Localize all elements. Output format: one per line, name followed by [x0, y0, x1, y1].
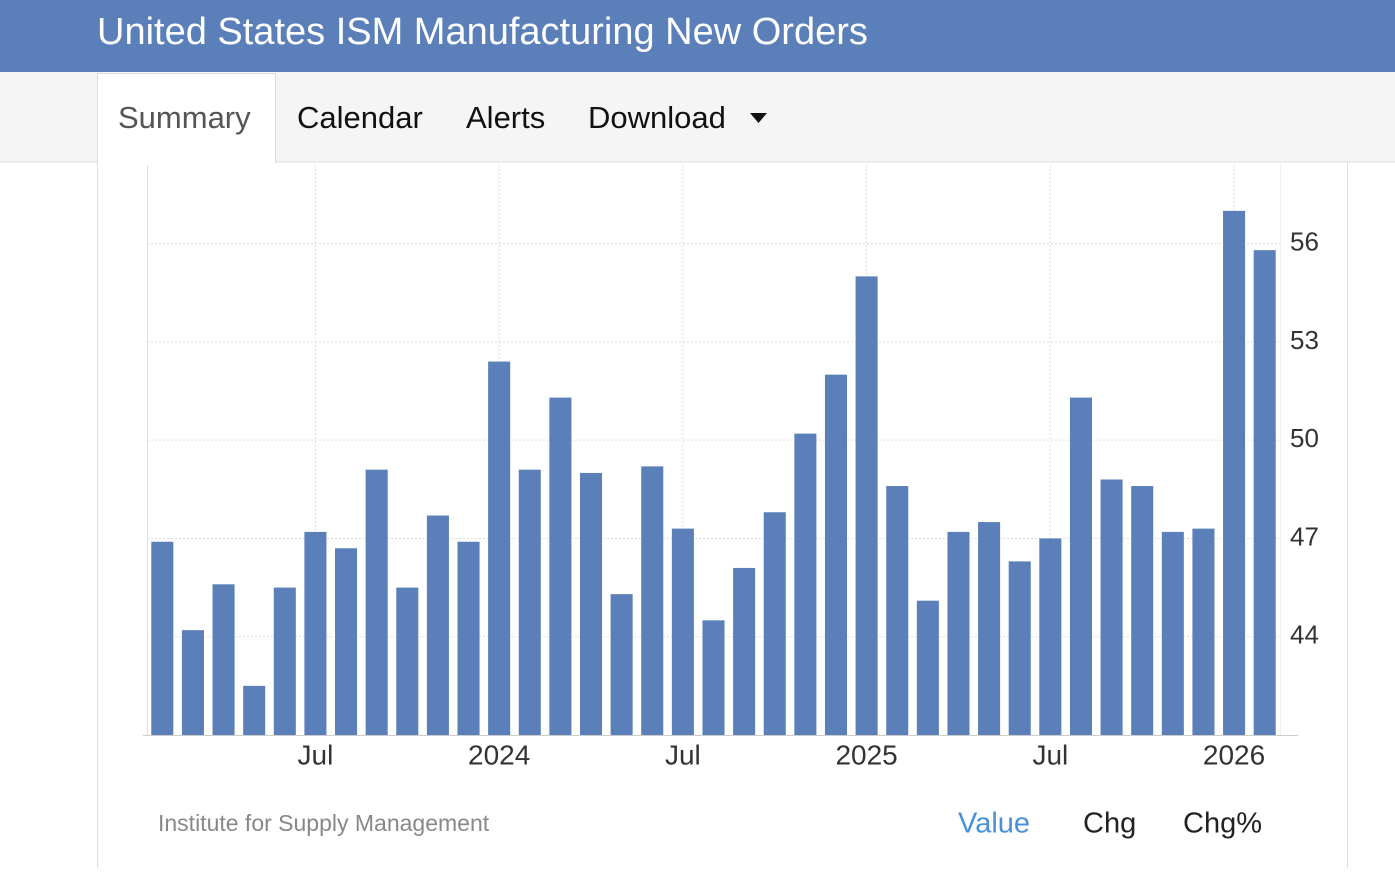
x-tick-label: 2024 [468, 739, 530, 770]
tab[interactable]: Download [588, 100, 726, 135]
bar [549, 397, 572, 735]
bar [181, 630, 204, 735]
bar [488, 361, 511, 735]
bar [1161, 531, 1184, 735]
dropdown-caret [750, 113, 767, 123]
bar [518, 469, 541, 735]
chart: 44 47 50 53 56 Jul 2024 Jul 2025 Jul 2026 [143, 165, 1319, 770]
bar [1131, 486, 1154, 735]
bar [978, 522, 1001, 735]
header-bar [0, 0, 1395, 72]
toggle-button[interactable]: Value [958, 808, 1030, 840]
bar [1253, 250, 1276, 735]
bar [304, 531, 327, 735]
bar [610, 594, 633, 735]
bar [1100, 479, 1123, 735]
x-tick-label: 2025 [835, 739, 897, 770]
bar [763, 512, 786, 735]
y-tick-label: 53 [1290, 325, 1319, 355]
bar [365, 469, 388, 735]
bar [1039, 538, 1062, 735]
bar [151, 541, 174, 735]
bar [579, 472, 603, 735]
toggle-button[interactable]: Chg [1083, 808, 1136, 840]
tab[interactable]: Alerts [466, 100, 545, 135]
x-tick-label: Jul [1032, 739, 1068, 770]
x-tick-label: 2026 [1203, 739, 1265, 770]
bar [212, 584, 235, 735]
bar [947, 531, 970, 735]
bar [702, 620, 725, 735]
bar [1069, 397, 1092, 735]
bar [824, 374, 848, 735]
x-tick-label: Jul [298, 739, 334, 770]
bar [671, 528, 694, 735]
toggle-button[interactable]: Chg% [1183, 808, 1262, 840]
bar [733, 567, 756, 735]
bar [457, 541, 480, 735]
tab[interactable]: Summary [118, 100, 251, 135]
y-tick-label: 56 [1290, 226, 1319, 256]
bar [886, 486, 909, 735]
bar [916, 600, 939, 735]
tab[interactable]: Calendar [297, 100, 423, 135]
bar [1008, 561, 1031, 735]
bar [641, 466, 664, 735]
page-title: United States ISM Manufacturing New Orde… [97, 11, 868, 53]
bar [396, 587, 419, 735]
bar [855, 276, 878, 735]
bar [273, 587, 296, 735]
bar [335, 548, 358, 735]
bar [1192, 528, 1215, 735]
bar [243, 685, 266, 735]
y-tick-label: 47 [1290, 521, 1319, 551]
y-tick-label: 44 [1290, 620, 1319, 650]
x-tick-label: Jul [665, 739, 701, 770]
bar [1223, 210, 1246, 736]
bar [794, 433, 817, 735]
y-tick-label: 50 [1290, 423, 1319, 453]
active-tab-gap [98, 160, 275, 166]
source: Institute for Supply Management [158, 810, 490, 836]
bar [426, 515, 449, 735]
